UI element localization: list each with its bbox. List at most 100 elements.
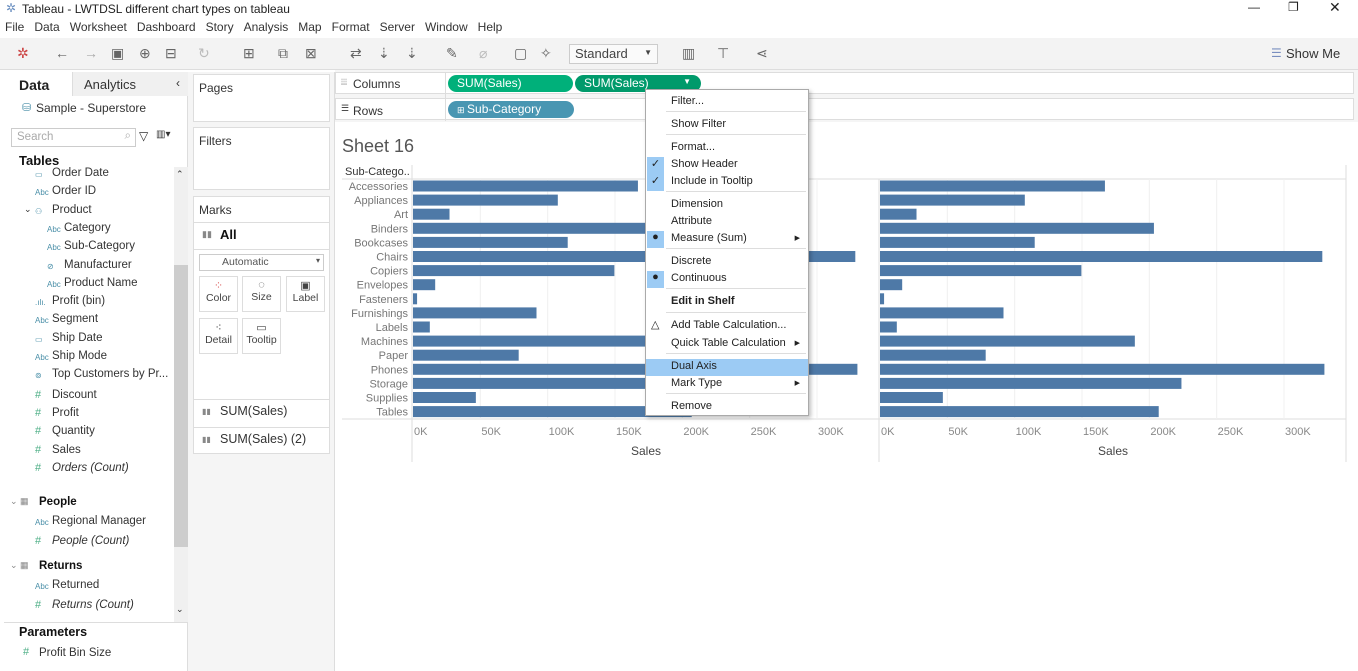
clear-sheet-icon[interactable]: ⊠ (305, 45, 317, 61)
new-worksheet-icon[interactable]: ⊞ (243, 45, 255, 61)
sort-ascending-icon[interactable]: ⇣ (378, 45, 390, 61)
fit-dropdown[interactable]: Standard ▼ (569, 44, 658, 64)
color-button[interactable]: ⁘ Color (199, 276, 238, 312)
highlight-icon[interactable]: ✎ (446, 45, 458, 61)
field-item[interactable]: People (Count) (52, 535, 130, 547)
menu-item-dimension[interactable]: Dimension (646, 197, 808, 214)
field-item[interactable]: Orders (Count) (52, 461, 129, 474)
menu-help[interactable]: Help (477, 20, 503, 34)
scrollbar[interactable]: ⌃ ⌄ (174, 167, 188, 622)
restore-button[interactable]: ❐ (1288, 0, 1299, 14)
field-item[interactable]: Top Customers by Pr... (52, 368, 169, 381)
menu-item-attribute[interactable]: Attribute (646, 214, 808, 231)
returns-table-heading[interactable]: Returns (39, 560, 83, 572)
menu-item-include-in-tooltip[interactable]: ✓ Include in Tooltip (646, 174, 808, 191)
field-item[interactable]: Returns (Count) (52, 599, 134, 611)
menu-item-dual-axis[interactable]: Dual Axis (646, 359, 808, 376)
tooltip-button[interactable]: ▭ Tooltip (242, 318, 281, 354)
menu-item-add-table-calculation[interactable]: △ Add Table Calculation... (646, 318, 808, 335)
view-options-icon[interactable]: ▥▾ (156, 129, 171, 140)
size-button[interactable]: ◌ Size (242, 276, 281, 312)
menu-dashboard[interactable]: Dashboard (136, 20, 196, 34)
labels-icon[interactable]: ▢ (514, 45, 528, 61)
tab-data[interactable]: Data (19, 77, 50, 93)
rows-shelf[interactable] (335, 98, 1354, 120)
label-button[interactable]: ▣ Label (286, 276, 325, 312)
chevron-down-icon[interactable]: ▼ (683, 77, 691, 86)
field-item[interactable]: Sub-Category (64, 240, 135, 253)
menu-item-remove[interactable]: Remove (646, 399, 808, 416)
undo-icon[interactable]: ← (55, 45, 69, 61)
menu-file[interactable]: File (5, 20, 25, 34)
mark-type-dropdown[interactable]: Automatic ▾ (199, 254, 324, 271)
menu-item-edit-in-shelf[interactable]: Edit in Shelf (646, 294, 808, 311)
field-item[interactable]: Order Date (52, 167, 109, 179)
field-item[interactable]: Ship Mode (52, 350, 107, 362)
field-item[interactable]: Profit (52, 406, 79, 419)
menu-item-measure-sum[interactable]: ● Measure (Sum) ▶ (646, 231, 808, 248)
share-icon[interactable]: ⋖ (756, 45, 768, 61)
filter-icon[interactable]: ▽ (139, 129, 149, 143)
field-item[interactable]: Order ID (52, 185, 97, 198)
redo-icon[interactable]: → (84, 45, 98, 61)
parameter-profit-bin-size[interactable]: Profit Bin Size (39, 647, 112, 659)
menu-item-quick-table-calculation[interactable]: Quick Table Calculation ▶ (646, 336, 808, 353)
scroll-up-icon[interactable]: ⌃ (176, 169, 184, 179)
save-icon[interactable]: ▣ (111, 45, 125, 61)
rows-pill-sub-category[interactable]: ⊞ Sub-Category (448, 101, 574, 118)
marks-all[interactable]: All (220, 227, 237, 242)
field-item[interactable]: Regional Manager (52, 515, 146, 527)
menu-server[interactable]: Server (379, 20, 415, 34)
tableau-home-icon[interactable]: ✲ (17, 45, 29, 61)
table-icon[interactable]: ⌄ ▦ (10, 496, 29, 506)
field-item[interactable]: Profit (bin) (52, 295, 106, 308)
pin-icon[interactable]: ✧ (540, 45, 552, 61)
marks-sum-sales-2[interactable]: SUM(Sales) (2) (220, 432, 307, 446)
menu-map[interactable]: Map (298, 20, 322, 34)
menu-item-show-filter[interactable]: Show Filter (646, 117, 808, 134)
group-icon[interactable]: ⌀ (479, 45, 488, 61)
columns-pill-sum-sales[interactable]: SUM(Sales) (448, 75, 573, 92)
menu-item-filter[interactable]: Filter... (646, 94, 808, 111)
field-item[interactable]: Product (52, 203, 92, 216)
marks-sum-sales[interactable]: SUM(Sales) (220, 404, 288, 418)
menu-format[interactable]: Format (331, 20, 370, 34)
duplicate-sheet-icon[interactable]: ⧉ (278, 45, 288, 61)
presentation-icon[interactable]: ⊤ (717, 45, 730, 61)
new-datasource-icon[interactable]: ⊕ (139, 45, 151, 61)
pages-card[interactable]: Pages (193, 74, 330, 122)
filters-card[interactable]: Filters (193, 127, 330, 190)
menu-window[interactable]: Window (424, 20, 468, 34)
menu-analysis[interactable]: Analysis (243, 20, 289, 34)
field-item[interactable]: Quantity (52, 425, 95, 438)
collapse-icon[interactable]: ‹ (176, 76, 180, 90)
tab-analytics[interactable]: Analytics (84, 77, 137, 92)
table-icon[interactable]: ⌄ ▦ (10, 560, 29, 570)
collapse-icon[interactable]: ⌄ (24, 203, 32, 214)
sort-descending-icon[interactable]: ⇣ (406, 45, 418, 61)
menu-item-continuous[interactable]: ● Continuous (646, 271, 808, 288)
menu-item-format[interactable]: Format... (646, 140, 808, 157)
field-item[interactable]: Segment (52, 313, 99, 326)
field-item[interactable]: Product Name (64, 276, 138, 289)
menu-item-show-header[interactable]: ✓ Show Header (646, 157, 808, 174)
search-input[interactable]: Search ⌕ (11, 128, 136, 147)
field-item[interactable]: Category (64, 221, 111, 234)
menu-item-mark-type[interactable]: Mark Type ▶ (646, 376, 808, 393)
menu-story[interactable]: Story (205, 20, 234, 34)
menu-worksheet[interactable]: Worksheet (69, 20, 127, 34)
scrollbar-thumb[interactable] (174, 265, 188, 547)
scroll-down-icon[interactable]: ⌄ (176, 604, 184, 614)
menu-item-discrete[interactable]: Discrete (646, 254, 808, 271)
field-item[interactable]: Ship Date (52, 331, 103, 344)
pause-updates-icon[interactable]: ⊟ (165, 45, 177, 61)
close-button[interactable]: ✕ (1329, 0, 1341, 15)
people-table-heading[interactable]: People (39, 496, 77, 508)
minimize-button[interactable]: — (1248, 0, 1260, 14)
detail-button[interactable]: ⁖ Detail (199, 318, 238, 354)
field-item[interactable]: Manufacturer (64, 258, 132, 271)
swap-icon[interactable]: ⇄ (350, 45, 362, 61)
field-item[interactable]: Discount (52, 388, 97, 401)
show-me-button[interactable]: Show Me (1286, 46, 1341, 61)
columns-pill-sum-sales-2[interactable]: SUM(Sales) ▼ (575, 75, 701, 92)
